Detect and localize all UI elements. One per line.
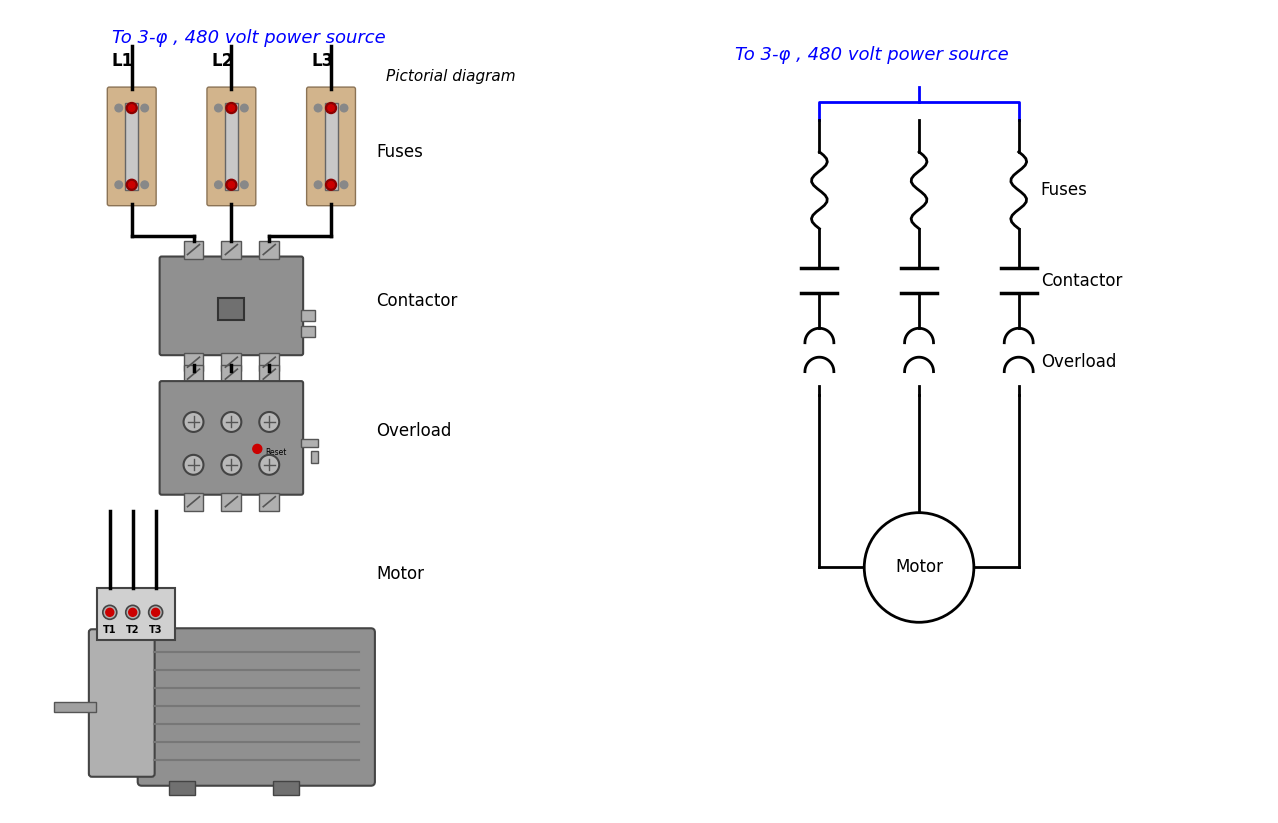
Text: L3: L3 — [311, 52, 334, 70]
Bar — [97, 588, 175, 640]
Bar — [219, 299, 244, 320]
Circle shape — [864, 513, 974, 622]
Text: L1: L1 — [111, 52, 134, 70]
Circle shape — [141, 181, 148, 188]
Circle shape — [240, 105, 248, 112]
Circle shape — [215, 105, 222, 112]
Circle shape — [340, 181, 348, 188]
Circle shape — [125, 606, 139, 619]
Bar — [221, 240, 242, 258]
Text: Reset: Reset — [266, 449, 286, 458]
Circle shape — [221, 455, 242, 475]
Circle shape — [328, 105, 335, 111]
Bar — [184, 493, 203, 510]
Text: Contactor: Contactor — [1040, 272, 1122, 290]
Circle shape — [326, 179, 336, 190]
Circle shape — [184, 455, 203, 475]
Bar — [259, 240, 279, 258]
Circle shape — [340, 105, 348, 112]
Circle shape — [129, 105, 135, 111]
Text: Overload: Overload — [1040, 353, 1116, 370]
Bar — [302, 326, 316, 337]
Circle shape — [115, 105, 123, 112]
Bar — [259, 493, 279, 510]
FancyBboxPatch shape — [160, 257, 303, 356]
Circle shape — [127, 103, 137, 114]
Text: L2: L2 — [211, 52, 234, 70]
Text: T2: T2 — [127, 625, 139, 635]
Circle shape — [229, 105, 235, 111]
Circle shape — [328, 182, 335, 188]
FancyBboxPatch shape — [207, 87, 256, 206]
Bar — [259, 365, 279, 383]
Circle shape — [102, 606, 116, 619]
Circle shape — [221, 412, 242, 432]
Circle shape — [259, 412, 279, 432]
Text: Pictorial diagram: Pictorial diagram — [386, 69, 515, 84]
Circle shape — [184, 412, 203, 432]
Bar — [325, 103, 337, 190]
Circle shape — [240, 181, 248, 188]
Text: Fuses: Fuses — [1040, 181, 1088, 199]
Bar — [184, 365, 203, 383]
Circle shape — [152, 608, 160, 616]
Text: To 3-φ , 480 volt power source: To 3-φ , 480 volt power source — [111, 30, 386, 47]
Text: T3: T3 — [148, 625, 162, 635]
FancyBboxPatch shape — [160, 381, 303, 495]
Circle shape — [106, 608, 114, 616]
Circle shape — [129, 182, 135, 188]
Bar — [221, 353, 242, 371]
Bar — [125, 103, 138, 190]
Text: Fuses: Fuses — [376, 143, 423, 160]
Circle shape — [226, 103, 236, 114]
Circle shape — [259, 455, 279, 475]
Circle shape — [148, 606, 162, 619]
FancyBboxPatch shape — [138, 628, 374, 786]
Bar — [225, 103, 238, 190]
Text: Overload: Overload — [376, 422, 451, 440]
Circle shape — [226, 179, 236, 190]
Bar — [302, 310, 316, 321]
Bar — [221, 493, 242, 510]
Circle shape — [314, 181, 322, 188]
Bar — [169, 781, 194, 795]
Circle shape — [141, 105, 148, 112]
Bar — [302, 439, 318, 447]
Bar — [273, 781, 299, 795]
Circle shape — [326, 103, 336, 114]
Circle shape — [115, 181, 123, 188]
Bar — [184, 353, 203, 371]
Bar — [311, 451, 318, 463]
Text: Motor: Motor — [895, 559, 943, 576]
Circle shape — [253, 444, 262, 453]
Circle shape — [215, 181, 222, 188]
Circle shape — [127, 179, 137, 190]
Text: T1: T1 — [104, 625, 116, 635]
Bar — [54, 701, 96, 713]
Bar — [259, 353, 279, 371]
Circle shape — [314, 105, 322, 112]
FancyBboxPatch shape — [107, 87, 156, 206]
Text: To 3-φ , 480 volt power source: To 3-φ , 480 volt power source — [735, 46, 1008, 64]
Text: Contactor: Contactor — [376, 292, 458, 310]
Bar — [184, 240, 203, 258]
Text: Motor: Motor — [376, 565, 424, 584]
Circle shape — [129, 608, 137, 616]
FancyBboxPatch shape — [307, 87, 355, 206]
FancyBboxPatch shape — [89, 630, 155, 777]
Circle shape — [229, 182, 235, 188]
Bar — [221, 365, 242, 383]
